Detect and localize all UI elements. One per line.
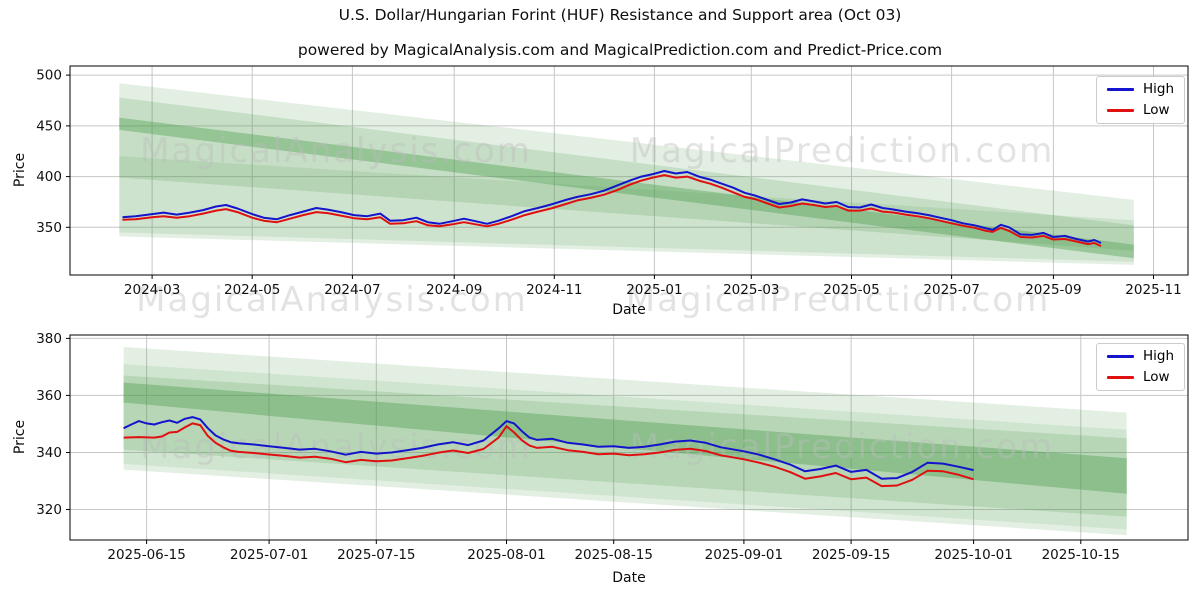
top-chart-xlabel: Date [612, 302, 646, 318]
top-chart-ylabel: Price [12, 152, 28, 188]
low-line-swatch [1107, 375, 1134, 379]
top-chart: 350 400 450 500 2024-03 2024-05 2024-07 2024-09… [36, 65, 1189, 298]
x-tick-label: 2025-07-15 [337, 547, 415, 563]
x-tick-label: 2025-06-15 [107, 547, 185, 563]
bottom-chart-legend: High Low [1096, 343, 1186, 391]
x-tick-label: 2025-05 [823, 282, 879, 298]
x-tick-label: 2025-08-01 [467, 547, 545, 563]
bottom-chart-ylabel: Price [12, 419, 28, 455]
x-tick-label: 2025-01 [626, 282, 682, 298]
y-tick-label: 450 [36, 119, 62, 135]
watermark-text: MagicalAnalysis.com [136, 280, 528, 320]
x-tick-label: 2025-11 [1125, 282, 1181, 298]
y-tick-label: 320 [36, 502, 62, 518]
high-price-line [123, 416, 974, 480]
legend-high-label: High [1143, 348, 1175, 364]
x-tick-label: 2025-08-15 [574, 547, 652, 563]
low-price-line [123, 422, 974, 488]
x-tick-label: 2024-07 [324, 282, 380, 298]
figure-title: U.S. Dollar/Hungarian Forint (HUF) Resis… [338, 6, 902, 24]
y-tick-label: 500 [36, 68, 62, 84]
x-tick-label: 2025-07-01 [230, 547, 308, 563]
watermark-text: MagicalPrediction.com [630, 427, 1055, 467]
support-resistance-band [119, 117, 1134, 259]
y-tick-label: 340 [36, 445, 62, 461]
support-resistance-band [119, 97, 1134, 251]
support-resistance-band [119, 83, 1134, 265]
x-tick-label: 2025-07 [923, 282, 979, 298]
y-tick-label: 380 [36, 331, 62, 347]
support-resistance-band [123, 347, 1127, 536]
top-chart-underlay [70, 66, 1188, 275]
x-tick-label: 2025-09 [1025, 282, 1081, 298]
legend-low-label: Low [1143, 101, 1170, 118]
x-tick-label: 2025-09-01 [705, 547, 783, 563]
x-tick-label: 2024-09 [426, 282, 482, 298]
legend-high-label: High [1143, 81, 1175, 97]
y-tick-label: 360 [36, 388, 62, 404]
legend-item-high: High [1107, 81, 1175, 97]
y-tick-label: 350 [36, 220, 62, 236]
support-resistance-band [123, 382, 1127, 494]
legend-low-label: Low [1143, 368, 1170, 385]
bottom-chart: 320 340 360 380 2025-06-15 2025-07-01 2025-07-… [36, 331, 1189, 563]
support-resistance-band [123, 375, 1127, 517]
support-resistance-band [119, 156, 1134, 262]
x-tick-label: 2025-03 [723, 282, 779, 298]
low-price-line [122, 174, 1102, 248]
figure-subtitle: powered by MagicalAnalysis.com and Magic… [297, 41, 943, 59]
legend-item-low: Low [1107, 368, 1174, 385]
watermark-text: MagicalAnalysis.com [140, 131, 532, 171]
watermark-text: MagicalPrediction.com [626, 280, 1051, 320]
plot-border [69, 65, 1189, 276]
x-tick-label: 2024-05 [224, 282, 280, 298]
legend-item-high: High [1107, 348, 1175, 364]
high-line-swatch [1107, 88, 1134, 92]
legend-item-low: Low [1107, 101, 1174, 118]
plot-border [69, 334, 1189, 541]
x-tick-label: 2025-10-01 [934, 547, 1012, 563]
y-tick-label: 400 [36, 169, 62, 185]
high-price-line [122, 170, 1102, 244]
bottom-chart-xlabel: Date [612, 570, 646, 586]
x-tick-label: 2024-11 [526, 282, 582, 298]
watermark-text: MagicalPrediction.com [630, 131, 1055, 171]
top-chart-legend: High Low [1096, 76, 1186, 124]
x-tick-label: 2024-03 [124, 282, 180, 298]
x-tick-label: 2025-10-15 [1042, 547, 1120, 563]
x-tick-label: 2025-09-15 [812, 547, 890, 563]
low-line-swatch [1107, 108, 1134, 112]
high-line-swatch [1107, 355, 1134, 359]
